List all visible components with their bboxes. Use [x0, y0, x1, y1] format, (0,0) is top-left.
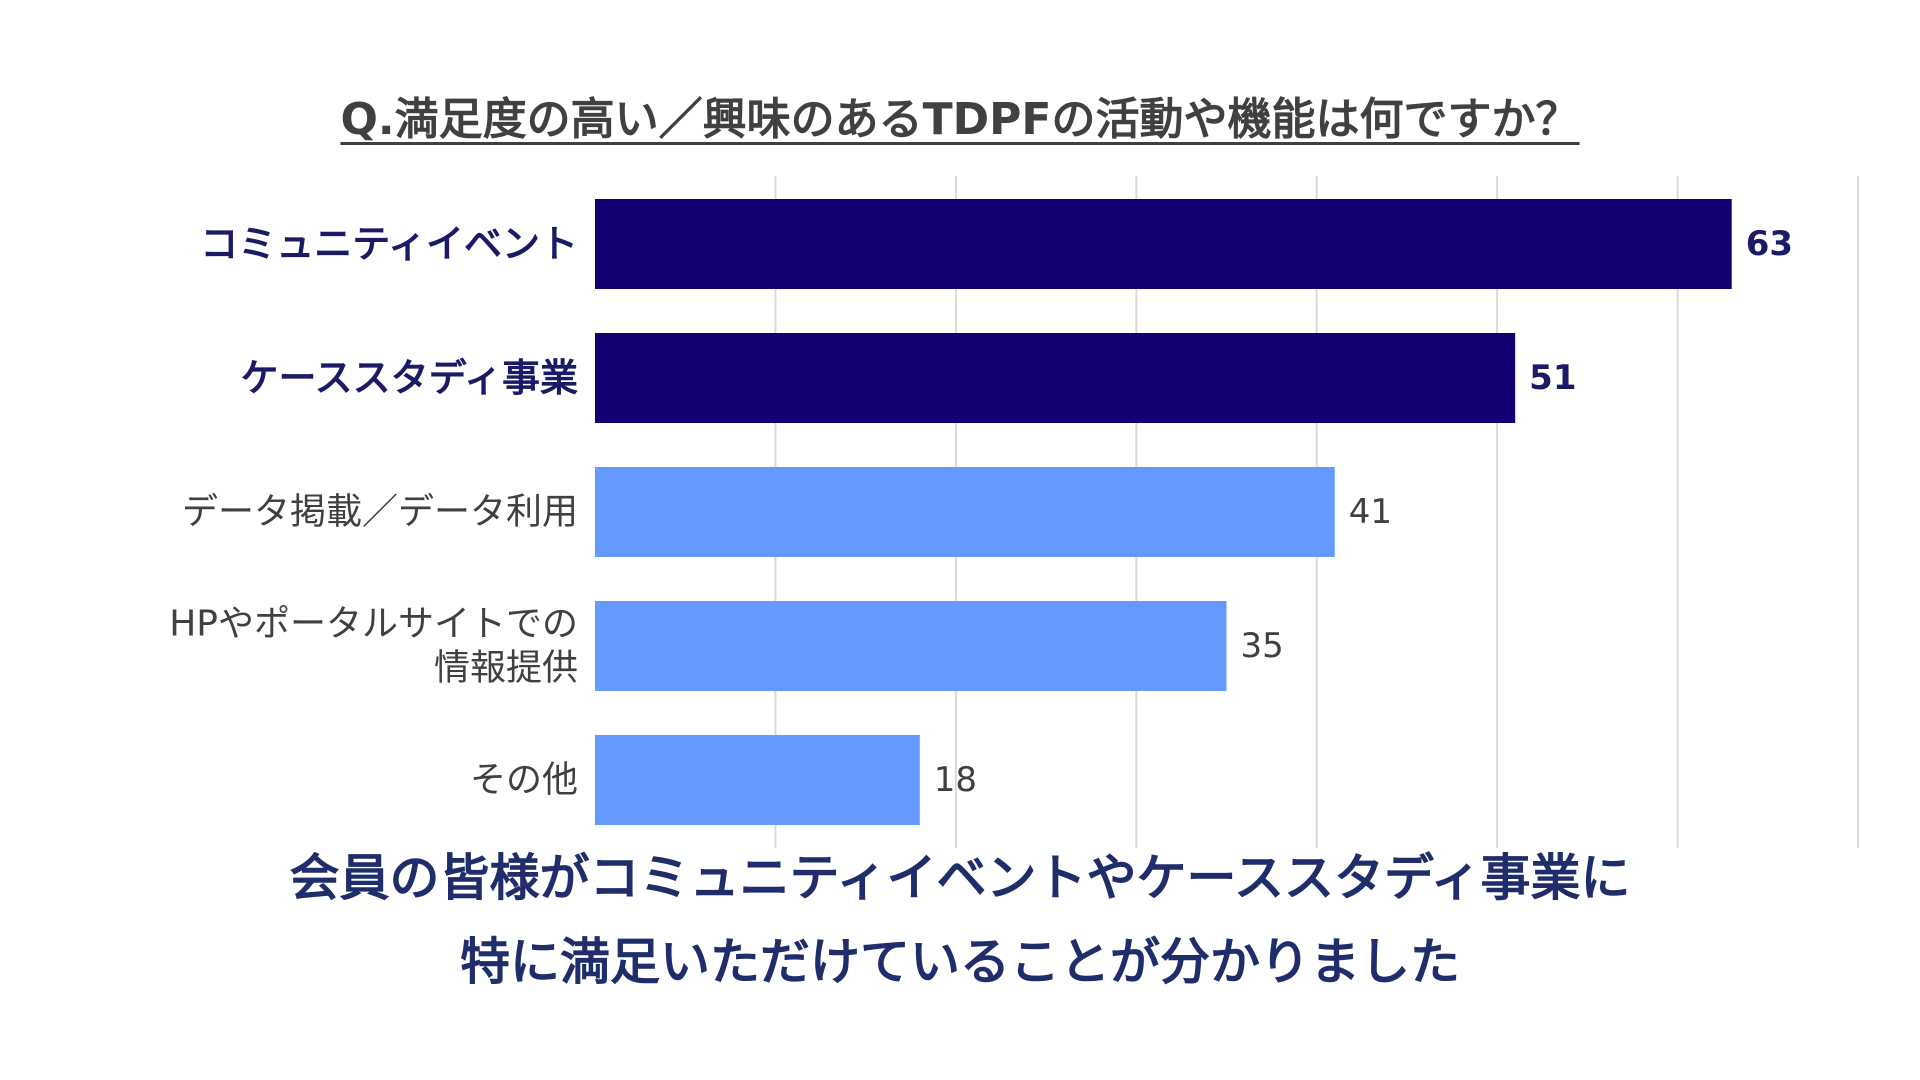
conclusion-line-2: 特に満足いただけていることが分かりました [460, 933, 1460, 991]
bar [595, 199, 1732, 289]
bar [595, 333, 1516, 423]
data-label: 41 [1349, 492, 1392, 532]
data-label: 63 [1746, 224, 1793, 264]
bar [595, 601, 1227, 691]
data-label: 51 [1529, 358, 1576, 398]
category-label: ケーススタディ事業 [241, 356, 578, 400]
bar [595, 735, 920, 825]
category-label: コミュニティイベント [200, 222, 578, 266]
category-label: 情報提供 [434, 648, 578, 689]
category-label: その他 [470, 760, 578, 801]
conclusion-line-1: 会員の皆様がコミュニティイベントやケーススタディ事業に [289, 849, 1631, 907]
data-label: 18 [934, 760, 977, 800]
bar [595, 467, 1335, 557]
category-label: HPやポータルサイトでの [169, 604, 578, 645]
data-label: 35 [1241, 626, 1284, 666]
chart-title: Q.満足度の高い／興味のあるTDPFの活動や機能は何ですか？ [340, 94, 1580, 145]
category-label: データ掲載／データ利用 [182, 492, 578, 533]
